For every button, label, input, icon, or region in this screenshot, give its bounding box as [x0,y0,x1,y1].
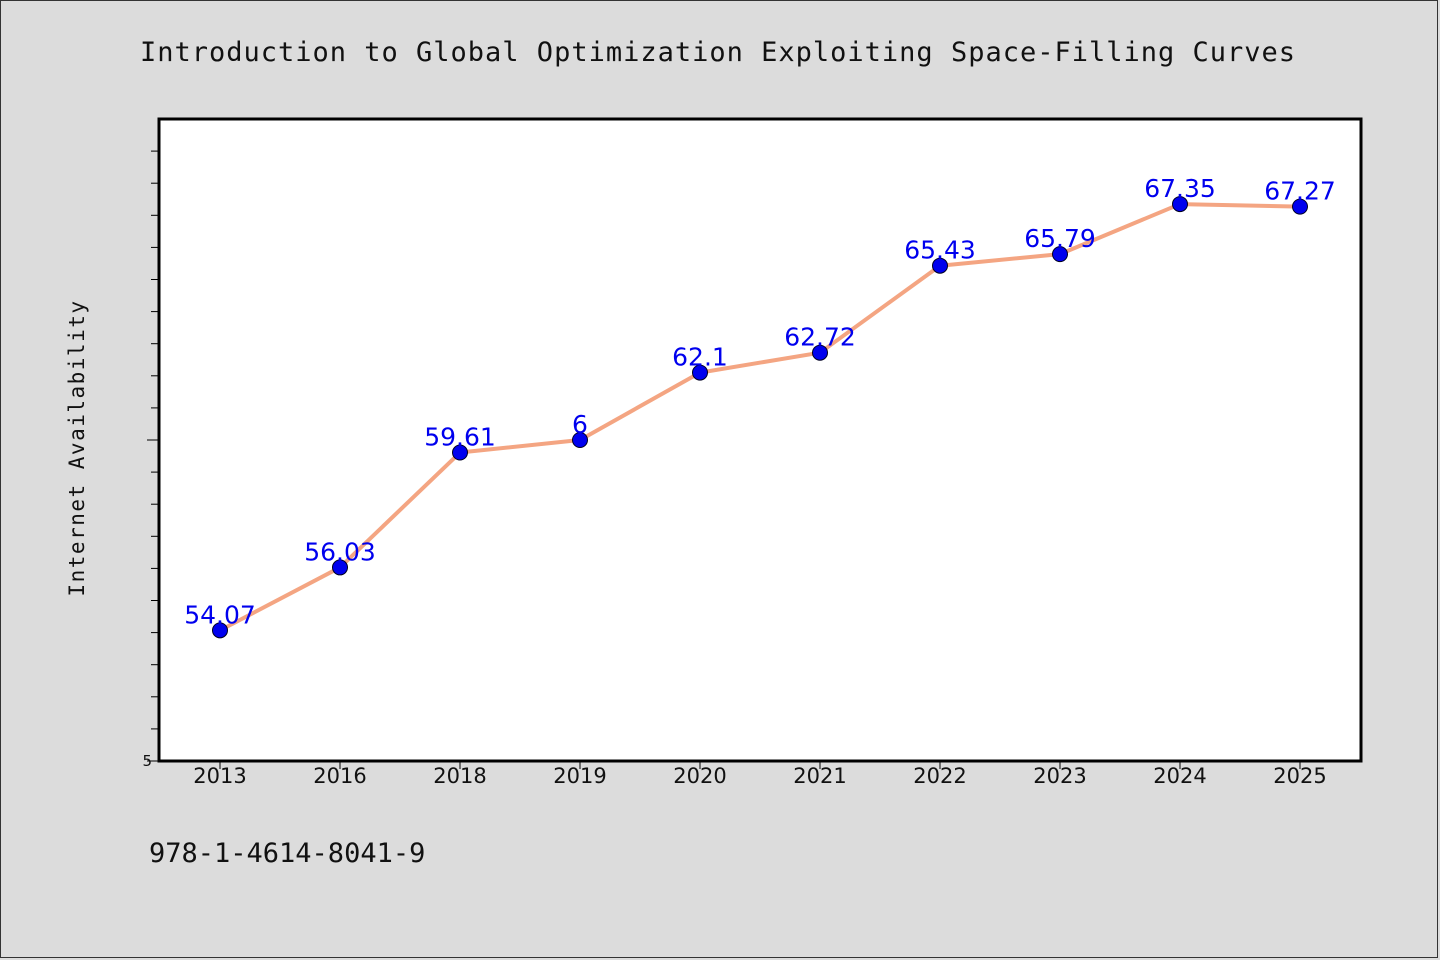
x-axis-ticks: 2013 2016 2018 2019 2020 2021 2022 2023 2024 2025 [193,761,1327,788]
data-label: 67.27 [1264,177,1336,206]
y-axis-ticks: 5 [142,150,159,770]
x-tick-label: 2016 [313,764,366,788]
data-point [1292,198,1308,215]
y-tick-label: 5 [142,752,152,770]
data-labels: 54.07 56.03 59.61 6 62.1 62.72 65.43 65.79 67.35… [184,174,1336,629]
data-label: 6 [572,410,588,439]
chart-title: Introduction to Global Optimization Expl… [140,37,1296,68]
x-tick-label: 2024 [1153,764,1206,788]
data-label: 54.07 [184,600,256,629]
data-point [812,344,828,361]
series-line [218,202,1302,633]
x-tick-label: 2025 [1273,764,1326,788]
data-point [572,432,588,448]
data-label: 56.03 [304,537,376,566]
data-label: 67.35 [1144,174,1216,203]
y-axis-label: Internet Availability [65,299,89,596]
data-point [332,559,348,576]
data-label: 65.79 [1024,224,1096,253]
data-point [452,444,468,461]
x-tick-label: 2019 [553,764,606,788]
data-point [692,364,708,381]
data-point [1052,246,1068,263]
data-label: 62.1 [672,343,728,372]
x-tick-label: 2022 [913,764,966,788]
x-tick-label: 2023 [1033,764,1086,788]
x-tick-label: 2020 [673,764,726,788]
data-point [212,622,228,639]
x-tick-label: 2021 [793,764,846,788]
plot-area [157,117,1363,763]
data-point [1172,196,1188,213]
data-label: 62.72 [784,323,856,352]
x-tick-label: 2013 [193,764,246,788]
data-point [932,257,948,274]
data-label: 65.43 [904,236,976,265]
isbn-footer: 978-1-4614-8041-9 [149,838,425,869]
data-series [212,196,1308,639]
data-label: 59.61 [424,423,496,452]
x-tick-label: 2018 [433,764,486,788]
